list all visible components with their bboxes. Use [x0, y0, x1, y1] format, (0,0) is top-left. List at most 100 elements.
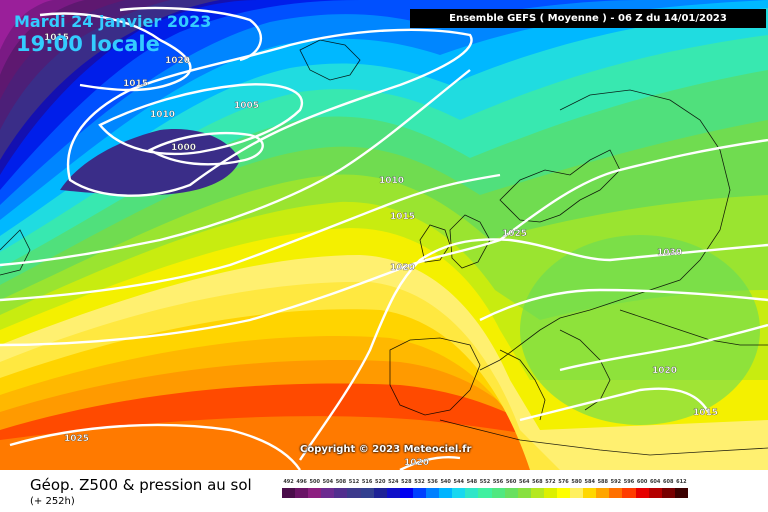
weather-map: 1015 1020 1015 1005 1010 1000 1010 1015 …: [0, 0, 768, 470]
color-legend: 492 496 500 504 508 512 516 520 524 528 532 536 540 5…: [282, 479, 688, 498]
isobars: [0, 6, 768, 470]
legend-label: 592: [610, 479, 622, 485]
legend-swatch: [543, 488, 557, 498]
legend-swatch: [596, 488, 610, 498]
legend-swatch: [465, 488, 479, 498]
legend-label: 552: [479, 479, 491, 485]
isobar-label: 1005: [234, 101, 259, 111]
legend-label: 596: [623, 479, 635, 485]
isobar: [119, 6, 262, 62]
isobar-label: 1020: [404, 458, 429, 468]
isobar: [98, 83, 304, 156]
legend-label: 508: [335, 479, 347, 485]
band: [520, 235, 760, 425]
legend-label: 532: [414, 479, 425, 485]
legend-label: 544: [453, 479, 464, 485]
isobar-label: 1015: [123, 79, 148, 89]
legend-label: 576: [558, 479, 569, 485]
legend-swatch: [530, 488, 544, 498]
legend-swatch: [386, 488, 400, 498]
legend-swatch: [661, 488, 675, 498]
forecast-date: Mardi 24 janvier 2023: [14, 12, 212, 31]
legend-label: 536: [427, 479, 438, 485]
legend-swatch: [426, 488, 440, 498]
isobar-label: 1015: [44, 33, 69, 43]
legend-swatch: [308, 488, 322, 498]
legend-swatches: [282, 488, 688, 498]
legend-label: 580: [571, 479, 582, 485]
isobar-label: 1020: [390, 263, 415, 273]
isobar-label: 1025: [64, 434, 89, 444]
legend-label: 608: [663, 479, 674, 485]
legend-label: 512: [348, 479, 360, 485]
legend-label: 528: [401, 479, 412, 485]
isobar: [479, 288, 768, 322]
legend-label: 556: [492, 479, 504, 485]
band: [0, 0, 85, 75]
legend-swatch: [504, 488, 518, 498]
legend-label: 560: [505, 479, 517, 485]
isobar-label: 1010: [150, 110, 175, 120]
chart-title: Géop. Z500 & pression au sol: [30, 476, 252, 494]
legend-label: 588: [597, 479, 609, 485]
isobar-labels: 1015 1020 1015 1005 1010 1000 1010 1015 …: [44, 33, 718, 468]
legend-label: 584: [584, 479, 595, 485]
legend-swatch: [412, 488, 427, 498]
legend-swatch: [517, 488, 531, 498]
legend-swatch: [282, 488, 296, 498]
legend-label: 568: [532, 479, 543, 485]
legend-swatch: [648, 488, 662, 498]
isobar-label: 1030: [657, 248, 682, 258]
legend-label: 600: [636, 479, 648, 485]
isobar: [0, 138, 768, 347]
legend-swatch: [373, 488, 387, 498]
legend-label: 500: [309, 479, 320, 485]
legend-swatch: [295, 488, 309, 498]
legend-swatch: [609, 488, 623, 498]
legend-swatch: [452, 488, 466, 498]
isobar: [9, 423, 301, 470]
legend-swatch: [347, 488, 361, 498]
legend-swatch: [399, 488, 413, 498]
isobar: [299, 238, 768, 461]
isobar: [66, 28, 473, 197]
forecast-local-time: 19:00 locale: [16, 32, 160, 56]
legend-label: 492: [283, 479, 294, 485]
band: [60, 129, 240, 195]
isobar: [0, 173, 501, 302]
model-run-info: Ensemble GEFS ( Moyenne ) - 06 Z du 14/0…: [410, 9, 766, 28]
legend-swatch: [321, 488, 335, 498]
isobar: [559, 323, 768, 372]
legend-swatch: [556, 488, 571, 498]
copyright-notice: Copyright © 2023 Meteociel.fr: [300, 444, 472, 455]
isobar-label: 1015: [390, 212, 415, 222]
legend-label: 524: [388, 479, 399, 485]
isobar-label: 1015: [693, 408, 718, 418]
legend-label: 540: [440, 479, 451, 485]
legend-swatch: [622, 488, 636, 498]
legend-swatch: [360, 488, 374, 498]
legend-label: 548: [466, 479, 478, 485]
forecast-lead-time: (+ 252h): [30, 496, 75, 507]
isobar: [147, 131, 264, 166]
isobar-label: 1020: [165, 56, 190, 66]
band: [0, 0, 55, 50]
isobar-label: 1020: [652, 366, 677, 376]
isobar: [0, 69, 471, 267]
legend-label: 496: [296, 479, 307, 485]
legend-swatch: [635, 488, 649, 498]
legend-swatch: [334, 488, 348, 498]
band: [0, 0, 640, 205]
legend-label: 504: [322, 479, 334, 485]
legend-swatch: [491, 488, 505, 498]
legend-label: 564: [519, 479, 530, 485]
isobar: [519, 387, 712, 422]
legend-swatch: [570, 488, 584, 498]
legend-swatch: [439, 488, 453, 498]
isobar-label: 1010: [379, 176, 404, 186]
legend-swatch: [478, 488, 492, 498]
legend-label: 604: [649, 479, 661, 485]
legend-label: 572: [545, 479, 556, 485]
isobar: [399, 456, 461, 470]
